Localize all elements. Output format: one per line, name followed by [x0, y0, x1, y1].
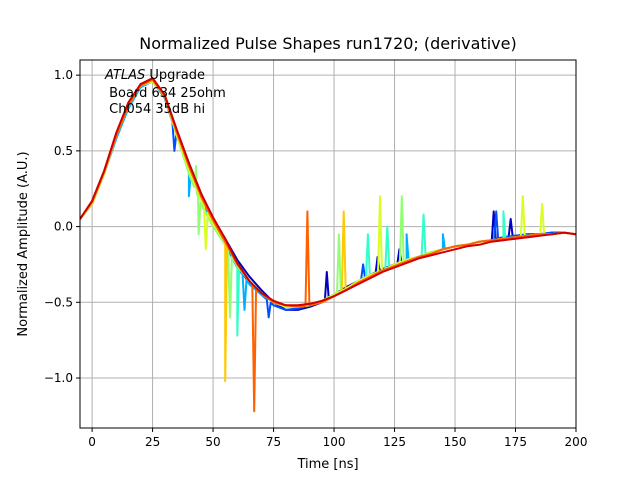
ticks: 0 25 50 75 100 125 150 175 200 −1.0 −0.5 0.0 0.5 1.0: [44, 68, 588, 449]
annotation-board: Board 634 25ohm: [105, 86, 226, 101]
y-tick-label: 0.0: [54, 220, 73, 234]
x-tick-label: 175: [504, 435, 527, 449]
series-line-7: [80, 78, 576, 413]
y-tick-label: 1.0: [54, 68, 73, 82]
series-lines: [80, 77, 576, 413]
x-tick-label: 125: [383, 435, 406, 449]
series-line-6: [80, 77, 576, 383]
x-tick-label: 25: [145, 435, 160, 449]
x-tick-label: 200: [565, 435, 588, 449]
annotation-atlas: ATLAS: [104, 68, 145, 83]
x-tick-label: 150: [444, 435, 467, 449]
x-axis-label: Time [ns]: [296, 457, 358, 472]
y-tick-label: −1.0: [44, 371, 73, 385]
plot-frame: [79, 59, 577, 429]
svg-text:ATLAS Upgrade: ATLAS Upgrade: [104, 68, 205, 83]
series-line-8: [80, 77, 576, 307]
annotation-upgrade: Upgrade: [145, 68, 205, 83]
y-tick-label: −0.5: [44, 295, 73, 309]
x-tick-label: 0: [88, 435, 96, 449]
x-tick-label: 75: [266, 435, 281, 449]
x-tick-label: 100: [323, 435, 346, 449]
annotation: ATLAS Upgrade Board 634 25ohm Ch054 35dB…: [104, 68, 226, 117]
x-tick-label: 50: [205, 435, 220, 449]
grid: [80, 60, 577, 428]
y-tick-label: 0.5: [54, 144, 73, 158]
chart-title: Normalized Pulse Shapes run1720; (deriva…: [139, 34, 516, 53]
y-axis-label: Normalized Amplitude (A.U.): [16, 151, 31, 336]
series-line-5: [80, 80, 576, 308]
annotation-channel: Ch054 35dB hi: [105, 102, 205, 117]
